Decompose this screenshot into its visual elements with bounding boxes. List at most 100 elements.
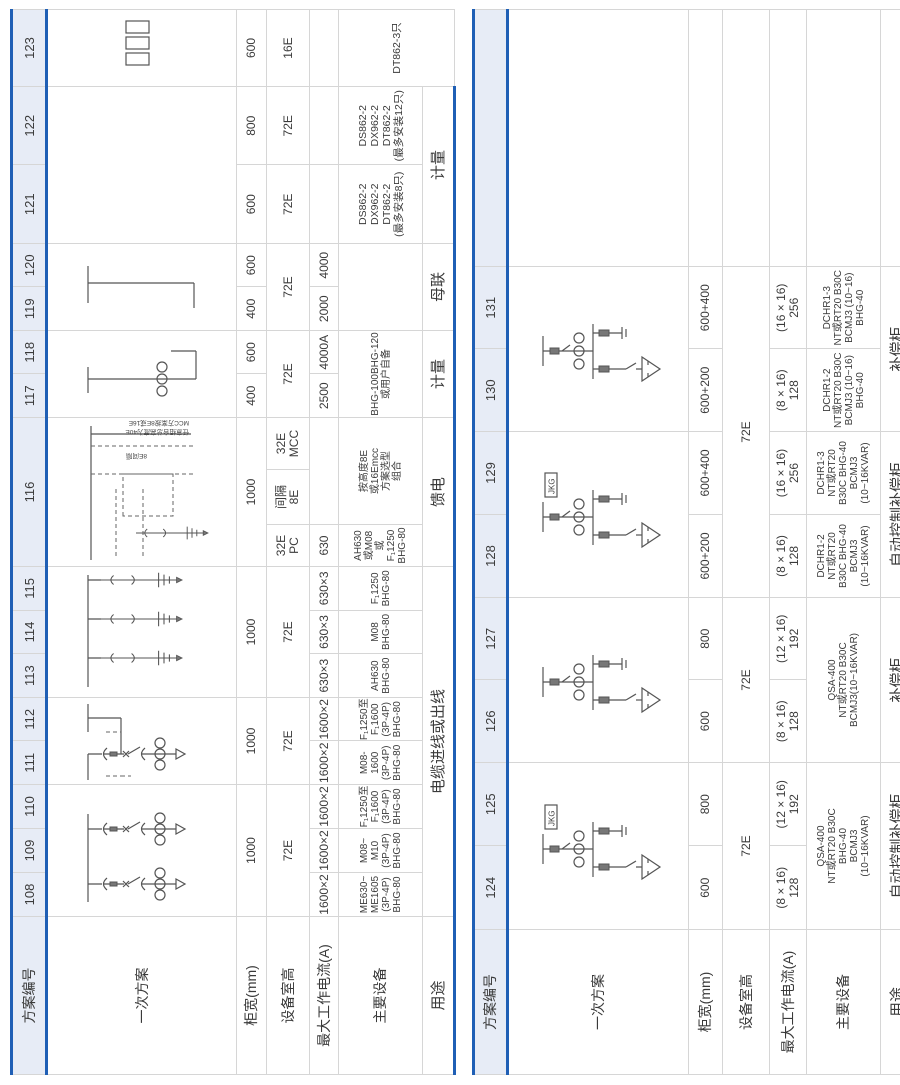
equipment-cell-empty [338,243,423,331]
equipment-cell: DT862-3只 [338,9,455,87]
equipment-cell: AH630 或M08 或F₁1250 BHG-80 [338,524,423,567]
scheme-number: 131 [473,266,508,349]
scheme-number: 113 [11,653,47,698]
circuit-diagram [542,654,661,713]
current-cell: (12 × 16) 192 [769,597,807,680]
circuit-diagram [87,572,183,687]
scheme-number: 109 [11,828,47,873]
scheme-number: 120 [11,243,47,287]
row-label: 一次方案 [46,916,237,1075]
empty-cell [722,9,770,267]
row-label: 设备室高 [722,929,770,1075]
height-cell: 72E [266,86,310,165]
row-main-equipment: 主要设备 ME630~ ME1605 (3P-4P) BHG-80 M08~ M… [338,9,455,1075]
scheme-number: 125 [473,762,508,846]
equipment-cell: QSA-400 NT或RT20 B30C BCMJ3(10~16KVAR) [806,597,881,763]
equipment-cell: F₁1250至 F₁1600 (3P-4P) BHG-80 [338,697,423,741]
current-cell: 630×3 [309,566,339,611]
height-cell: 72E [722,597,770,763]
empty-cell [880,9,900,267]
row-label: 柜宽(mm) [236,916,267,1075]
diagram-113-115 [46,566,237,698]
current-cell: 630×3 [309,610,339,654]
usage-cell: 计量 [422,330,455,418]
diagram-116: MCC方案按8E或16E 任意组合总高度为40E 8E间隔 [46,417,237,567]
equipment-cell: DS862-2 DX962-2 DT862-2 (最多安装8只) [338,165,423,244]
height-cell: 72E [266,165,310,244]
current-cell: 4000A [309,330,339,374]
current-cell: 1600×2 [309,828,339,873]
scheme-number: 121 [11,165,47,244]
scheme-table-right-grid: 方案编号 124 125 126 127 128 129 130 131 一次方… [472,9,900,1075]
equipment-cell: M08~ M10 (3P-4P) BHG-80 [338,828,423,873]
height-cell: 72E [266,697,310,785]
usage-cell: 母联 [422,243,455,331]
scheme-number: 128 [473,514,508,598]
diagram-124-125: JKG [507,762,689,930]
current-cell: 630 [309,524,339,567]
row-main-equipment: 主要设备 QSA-400 NT或RT20 B30C BHG-40 BCMJ3 (… [806,9,881,1075]
equipment-cell: F₁1250至 F₁1600 (3P-4P) BHG-80 [338,784,423,829]
row-label: 柜宽(mm) [688,929,723,1075]
height-cell: 72E [266,243,310,331]
scheme-number: 118 [11,330,47,374]
row-label: 主要设备 [338,916,423,1075]
row-cabinet-width: 柜宽(mm) 600 800 600 800 600+200 600+400 6… [688,9,723,1075]
scheme-number: 123 [11,9,47,87]
width-cell: 600 [688,846,723,930]
scheme-number: 116 [11,417,47,567]
scheme-number: 115 [11,566,47,611]
diagram-117-118 [46,330,237,418]
current-cell: (16 × 16) 256 [769,266,807,349]
row-primary-scheme: 一次方案 [46,9,237,1075]
equipment-cell: DCHR1-3 NT或RT20 B30C BHG-40 BCMJ3 (10~16… [806,431,881,515]
height-cell: 72E [266,566,310,698]
scheme-number: 129 [473,431,508,515]
height-cell: 32E MCC [266,417,310,470]
width-cell: 600+200 [688,514,723,598]
usage-cell: 馈电 [422,417,455,567]
circuit-diagram: JKG [542,472,661,548]
current-cell: 2500 [309,374,339,418]
circuit-diagram [87,812,186,902]
meter-icons [125,20,150,66]
empty-cell [688,9,723,267]
scheme-table-left-grid: 方案编号 108 109 110 111 112 113 114 115 116… [10,9,456,1075]
empty-cell [806,9,881,267]
jkg-label: JKG [548,810,557,826]
row-max-current: 最大工作电流(A) (8 × 16) 128 (12 × 16) 192 (8 … [769,9,807,1075]
scheme-number: 119 [11,287,47,331]
current-cell-empty [309,86,339,165]
row-equipment-height: 设备室高 72E 72E 72E 32E PC 间隔 8E 32E MCC 72… [266,9,310,1075]
current-cell: 2000 [309,287,339,331]
current-cell: 4000 [309,243,339,287]
diagram-121-122-empty [46,86,237,244]
equipment-cell: DS862-2 DX962-2 DT862-2 (最多安装12只) [338,86,423,165]
height-cell: 72E [266,784,310,917]
scheme-number: 130 [473,349,508,432]
current-cell: (8 × 16) 128 [769,680,807,763]
row-scheme-no: 方案编号 108 109 110 111 112 113 114 115 116… [11,9,47,1075]
empty-cell [507,9,689,267]
height-cell: 16E [266,9,310,87]
width-cell: 1000 [236,566,267,698]
equipment-cell: 按高度8E 或16Emcc 方案选型 组合 [338,417,423,525]
current-cell: (8 × 16) 128 [769,514,807,598]
row-label: 一次方案 [507,929,689,1075]
usage-cell: 补偿柜 [880,266,900,432]
scheme-number: 126 [473,680,508,763]
diagram-108-110 [46,784,237,917]
width-cell: 800 [688,762,723,846]
usage-cell: 计量 [422,86,455,244]
width-cell: 600+200 [688,349,723,432]
equipment-cell: DCHR1-2 NT或RT20 B30C BHG-40 BCMJ3 (10~16… [806,514,881,598]
width-cell: 600 [236,165,267,244]
current-cell: (8 × 16) 128 [769,349,807,432]
height-cell: 72E [266,330,310,418]
width-cell: 1000 [236,784,267,917]
row-label: 主要设备 [806,929,881,1075]
usage-cell: 自动控制补偿柜 [880,431,900,598]
equipment-cell: AH630 BHG-80 [338,653,423,698]
scheme-number: 111 [11,741,47,785]
empty-cell [473,9,508,267]
